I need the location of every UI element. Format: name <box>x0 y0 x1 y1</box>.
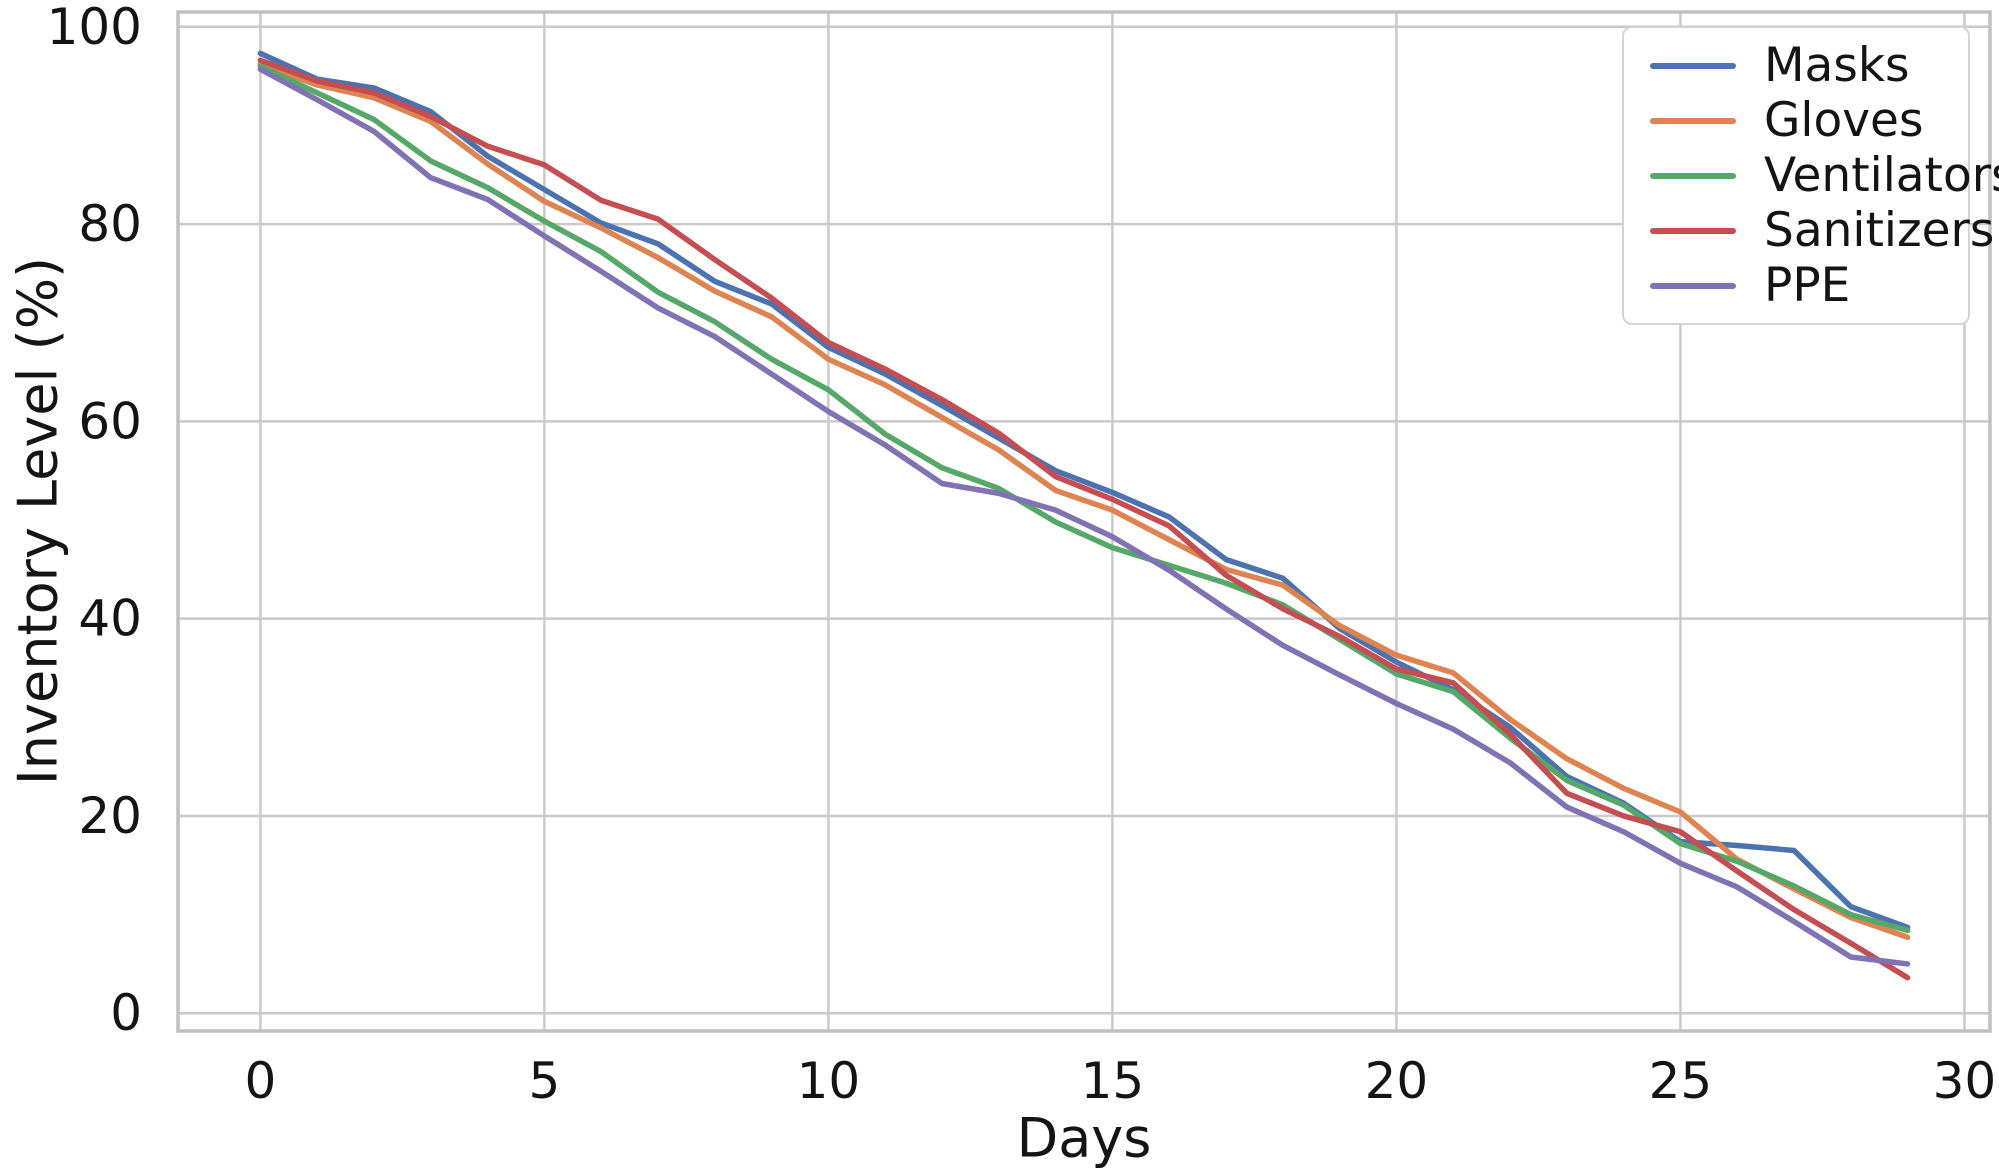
series-line-ppe <box>257 66 1911 967</box>
y-tick-label: 60 <box>78 392 142 450</box>
series-line-ventilators <box>257 63 1911 934</box>
y-tick-label: 20 <box>78 787 142 845</box>
x-tick-label: 25 <box>1649 1052 1713 1110</box>
legend-label-masks: Masks <box>1764 38 1910 93</box>
plot-border <box>176 10 1992 1033</box>
legend: Masks Gloves Ventilators Sanitizers PPE <box>1622 26 1999 325</box>
legend-label-ventilators: Ventilators <box>1764 148 1999 203</box>
x-tick-label: 30 <box>1933 1052 1997 1110</box>
legend-swatch-sanitizers <box>1650 227 1736 234</box>
y-tick-label: 40 <box>78 590 142 648</box>
legend-label-sanitizers: Sanitizers <box>1764 203 1995 258</box>
x-tick-label: 0 <box>244 1052 276 1110</box>
y-tick-label: 0 <box>110 984 142 1042</box>
legend-swatch-masks <box>1650 62 1736 69</box>
legend-item-ventilators: Ventilators <box>1650 152 1999 199</box>
x-tick-label: 10 <box>797 1052 861 1110</box>
legend-swatch-ventilators <box>1650 172 1736 179</box>
legend-label-gloves: Gloves <box>1764 93 1924 148</box>
legend-item-masks: Masks <box>1650 42 1958 89</box>
y-axis-label: Inventory Level (%) <box>6 256 70 786</box>
legend-swatch-gloves <box>1650 117 1736 124</box>
x-tick-label: 20 <box>1365 1052 1429 1110</box>
x-tick-label: 15 <box>1081 1052 1145 1110</box>
legend-item-ppe: PPE <box>1650 262 1958 309</box>
legend-label-ppe: PPE <box>1764 258 1851 313</box>
legend-item-gloves: Gloves <box>1650 97 1958 144</box>
legend-item-sanitizers: Sanitizers <box>1650 207 1994 254</box>
legend-swatch-ppe <box>1650 282 1736 289</box>
y-tick-label: 100 <box>47 0 142 56</box>
x-tick-label: 5 <box>528 1052 560 1110</box>
series-line-sanitizers <box>257 57 1911 981</box>
x-axis-label: Days <box>1016 1106 1152 1170</box>
series-line-gloves <box>257 61 1911 941</box>
y-tick-label: 80 <box>78 195 142 253</box>
